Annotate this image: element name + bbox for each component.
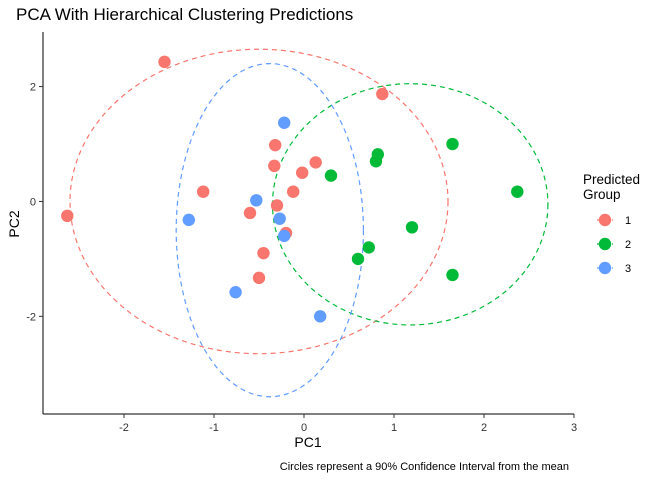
data-point-group-1 <box>252 271 266 285</box>
legend-label-3: 3 <box>625 263 631 275</box>
data-point-group-3 <box>278 229 291 243</box>
data-point-group-2 <box>371 148 384 161</box>
data-point-group-3 <box>229 286 242 299</box>
legend-title-line-2: Group <box>583 187 621 202</box>
data-point-group-1 <box>287 185 300 198</box>
data-point-group-1 <box>296 166 309 179</box>
chart-title: PCA With Hierarchical Clustering Predict… <box>16 5 353 24</box>
legend-title-line-1: Predicted <box>583 172 640 187</box>
legend-label-2: 2 <box>625 239 631 251</box>
data-point-group-2 <box>362 241 375 254</box>
data-point-group-2 <box>351 252 365 266</box>
data-point-group-1 <box>61 209 74 223</box>
data-point-group-3 <box>314 310 327 323</box>
data-point-group-3 <box>182 213 195 227</box>
data-point-group-2 <box>511 185 524 198</box>
x-tick-label: 2 <box>481 422 487 434</box>
data-point-group-1 <box>243 206 257 220</box>
data-point-group-1 <box>309 156 322 169</box>
data-point-group-2 <box>405 221 419 234</box>
data-point-group-1 <box>257 246 270 260</box>
plot-area: -2 -1 0 1 2 3 2 0 -2 <box>26 32 577 434</box>
x-tick-label: -1 <box>209 422 219 434</box>
data-point-group-1 <box>376 87 389 101</box>
data-point-group-2 <box>446 268 459 282</box>
confidence-ellipse-group-2 <box>271 83 549 326</box>
data-point-group-3 <box>273 212 286 225</box>
data-point-group-1 <box>270 199 284 212</box>
x-tick-label: 0 <box>301 422 307 434</box>
data-point-group-3 <box>278 116 291 129</box>
confidence-ellipse-group-3 <box>175 62 364 398</box>
chart-caption: Circles represent a 90% Confidence Inter… <box>280 461 569 473</box>
x-tick-label: -2 <box>119 422 129 434</box>
data-point-group-3 <box>250 194 263 207</box>
legend-key-point-2 <box>598 237 612 251</box>
data-point-group-2 <box>446 137 459 151</box>
data-point-group-2 <box>324 169 338 182</box>
y-axis-title: PC2 <box>6 210 22 237</box>
data-point-group-1 <box>197 185 210 198</box>
y-tick-label: 0 <box>30 196 36 208</box>
data-points <box>61 55 524 323</box>
legend: Predicted Group 1 2 3 <box>583 172 640 275</box>
y-tick-label: -2 <box>26 311 36 323</box>
legend-key-point-1 <box>598 213 612 227</box>
y-axis-ticks: 2 0 -2 <box>26 82 43 323</box>
legend-items: 1 2 3 <box>597 213 631 275</box>
legend-key-point-3 <box>598 261 612 275</box>
x-axis-ticks: -2 -1 0 1 2 3 <box>119 414 577 434</box>
data-point-group-1 <box>269 138 282 152</box>
x-tick-label: 3 <box>571 422 577 434</box>
confidence-ellipses <box>69 48 549 398</box>
legend-label-1: 1 <box>625 215 631 227</box>
data-point-group-1 <box>268 159 281 173</box>
data-point-group-1 <box>158 55 171 69</box>
y-tick-label: 2 <box>30 82 36 94</box>
confidence-ellipse-group-1 <box>69 48 449 355</box>
x-tick-label: 1 <box>391 422 397 434</box>
x-axis-title: PC1 <box>294 434 321 450</box>
